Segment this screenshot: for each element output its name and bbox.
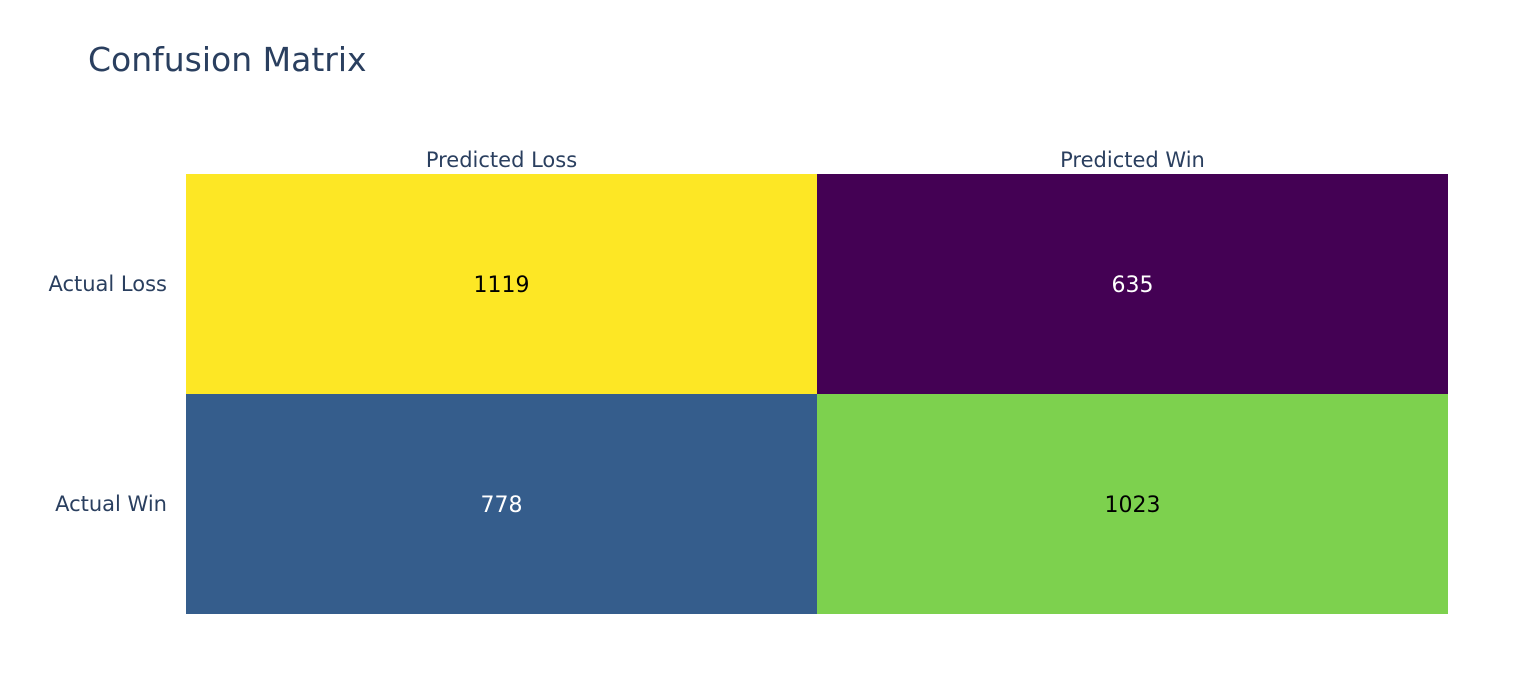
x-tick-label: Predicted Win: [1060, 148, 1205, 172]
heatmap-cells: [186, 174, 1448, 614]
heatmap-cell: [186, 174, 817, 394]
x-axis-tick-labels: Predicted Loss Predicted Win: [426, 148, 1205, 172]
y-tick-label: Actual Win: [55, 492, 167, 516]
cell-value-label: 1023: [1105, 493, 1161, 518]
y-axis-tick-labels: Actual Loss Actual Win: [48, 272, 167, 516]
x-tick-label: Predicted Loss: [426, 148, 577, 172]
cell-value-labels: 1119 635 778 1023: [474, 273, 1161, 518]
heatmap-cell: [817, 174, 1448, 394]
heatmap-cell: [186, 394, 817, 614]
heatmap-cell: [817, 394, 1448, 614]
cell-value-label: 778: [481, 493, 523, 518]
y-tick-label: Actual Loss: [48, 272, 167, 296]
chart-title: Confusion Matrix: [88, 40, 367, 79]
cell-value-label: 1119: [474, 273, 530, 298]
cell-value-label: 635: [1112, 273, 1154, 298]
